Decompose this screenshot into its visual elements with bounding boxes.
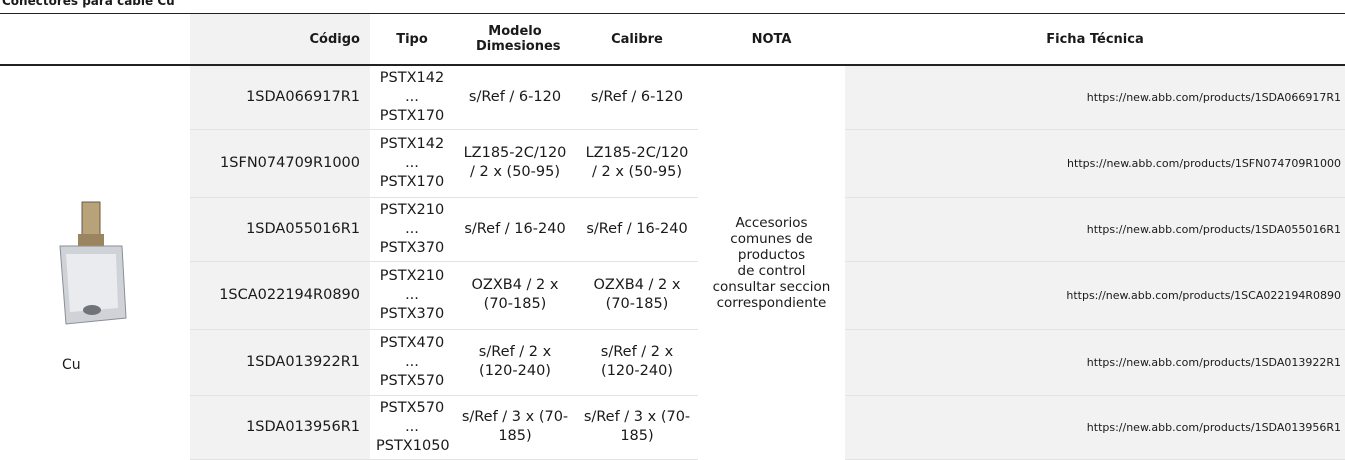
header-row: Código Tipo Modelo Dimesiones Calibre NOTA Fi…: [0, 14, 1345, 66]
type-cell: PSTX210 ... PSTX370: [370, 197, 454, 262]
header-cell: [0, 14, 190, 66]
datasheet-link[interactable]: https://new.abb.com/products/1SCA022194R…: [845, 261, 1345, 330]
header-cell: Ficha Técnica: [845, 14, 1345, 66]
gauge-cell: OZXB4 / 2 x (70-185): [576, 261, 698, 330]
model-cell: s/Ref / 16-240: [454, 197, 576, 262]
gauge-cell: s/Ref / 3 x (70-185): [576, 395, 698, 460]
table-row: 1SCA022194R0890 PSTX210 ... PSTX370 OZXB4 …: [0, 261, 1345, 330]
table-row: 1SDA013956R1 PSTX570 ... PSTX1050 s/Ref / …: [0, 395, 1345, 460]
gauge-cell: LZ185-2C/120 / 2 x (50-95): [576, 129, 698, 198]
header-cell: Modelo Dimesiones: [454, 14, 576, 66]
code-cell: 1SFN074709R1000: [190, 129, 370, 198]
code-cell: 1SDA013922R1: [190, 329, 370, 396]
connector-image: [59, 201, 127, 325]
datasheet-link[interactable]: https://new.abb.com/products/1SFN074709R…: [845, 129, 1345, 198]
datasheet-link[interactable]: https://new.abb.com/products/1SDA066917R…: [845, 65, 1345, 130]
model-cell: s/Ref / 3 x (70-185): [454, 395, 576, 460]
datasheet-link[interactable]: https://new.abb.com/products/1SDA013956R…: [845, 395, 1345, 460]
rule: [0, 13, 1345, 14]
model-cell: s/Ref / 6-120: [454, 65, 576, 130]
header-cell: Tipo: [370, 14, 454, 66]
type-cell: PSTX142 ... PSTX170: [370, 65, 454, 130]
header-cell: Código: [190, 14, 370, 66]
table-row: 1SDA013922R1 PSTX470 ... PSTX570 s/Ref / 2…: [0, 329, 1345, 396]
table-row: Cu 1SDA066917R1 PSTX142 ... PSTX170 s/Ref /…: [0, 65, 1345, 373]
title: Conectores para cable Cu: [2, 0, 175, 8]
type-cell: PSTX210 ... PSTX370: [370, 261, 454, 330]
model-cell: OZXB4 / 2 x (70-185): [454, 261, 576, 330]
gauge-cell: s/Ref / 16-240: [576, 197, 698, 262]
group-cell: Cu: [0, 65, 190, 459]
header-cell: NOTA: [698, 14, 845, 66]
datasheet-link[interactable]: https://new.abb.com/products/1SDA055016R…: [845, 197, 1345, 262]
table: Código Tipo Modelo Dimesiones Calibre NOTA Fi…: [0, 14, 1345, 460]
gauge-cell: s/Ref / 2 x (120-240): [576, 329, 698, 396]
header-cell: Calibre: [576, 14, 698, 66]
group-label: Cu: [62, 357, 81, 373]
type-cell: PSTX570 ... PSTX1050: [370, 395, 454, 460]
note-cell: Accesorios comunes de productos de contr…: [712, 214, 831, 311]
code-cell: 1SDA055016R1: [190, 197, 370, 262]
table-row: 1SDA055016R1 PSTX210 ... PSTX370 s/Ref / 1…: [0, 197, 1345, 262]
datasheet-link[interactable]: https://new.abb.com/products/1SDA013922R…: [845, 329, 1345, 396]
code-cell: 1SCA022194R0890: [190, 261, 370, 330]
table-row: 1SFN074709R1000 PSTX142 ... PSTX170 LZ185-…: [0, 129, 1345, 198]
model-cell: s/Ref / 2 x (120-240): [454, 329, 576, 396]
type-cell: PSTX142 ... PSTX170: [370, 129, 454, 198]
code-cell: 1SDA013956R1: [190, 395, 370, 460]
type-cell: PSTX470 ... PSTX570: [370, 329, 454, 396]
model-cell: LZ185-2C/120 / 2 x (50-95): [454, 129, 576, 198]
gauge-cell: s/Ref / 6-120: [576, 65, 698, 130]
code-cell: 1SDA066917R1: [190, 65, 370, 130]
table-body: Cu 1SDA066917R1 PSTX142 ... PSTX170 s/Ref /…: [0, 65, 1345, 460]
